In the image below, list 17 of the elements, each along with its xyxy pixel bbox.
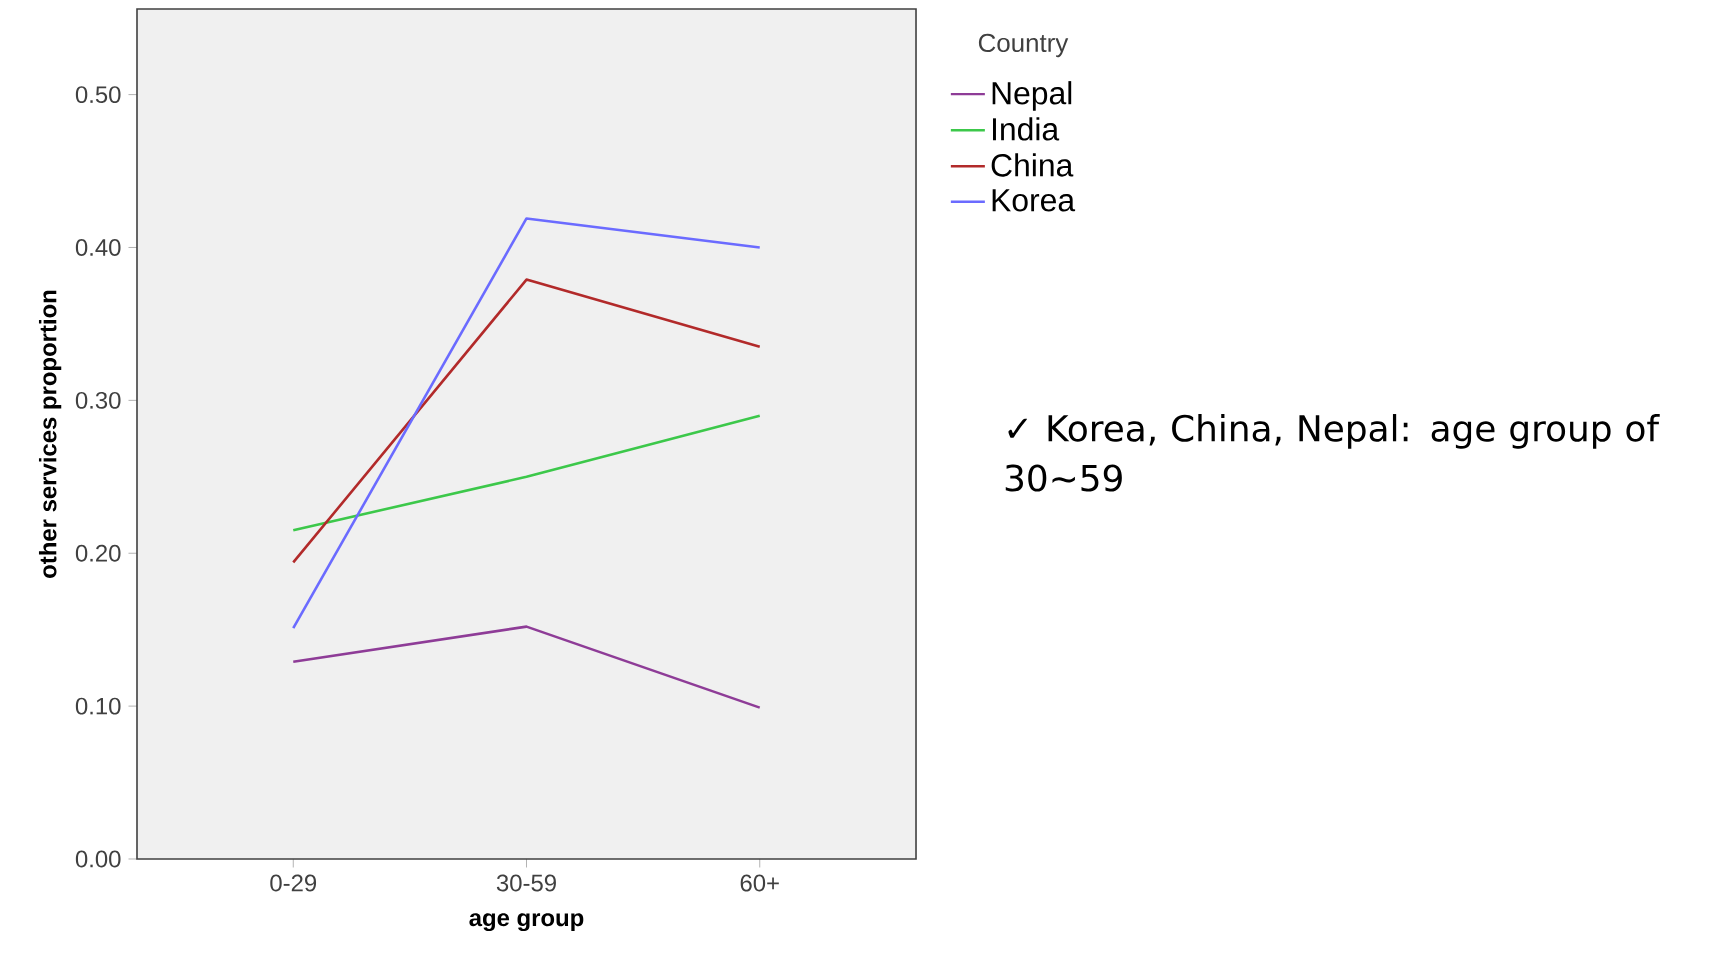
y-tick-label: 0.50	[75, 86, 121, 104]
x-axis-title: age group	[469, 913, 584, 932]
x-tick-label: 60+	[740, 874, 779, 892]
y-tick-label: 0.20	[75, 544, 121, 562]
legend-label: Korea	[992, 189, 1076, 212]
y-axis-title: other services proportion	[38, 290, 62, 578]
x-tick-label: 0-29	[270, 874, 317, 892]
legend-label: China	[991, 153, 1074, 177]
legend-label: India	[992, 117, 1060, 141]
y-tick-label: 0.40	[75, 239, 121, 256]
legend-label: Nepal	[992, 81, 1072, 111]
legend-title: Country	[978, 33, 1069, 58]
y-tick-label: 0.10	[75, 697, 121, 715]
x-tick-label: 30-59	[496, 874, 556, 892]
y-tick-label: 0.30	[75, 391, 121, 409]
text: ✓ Korea, China, Nepal: age group of 30~59	[1005, 414, 1660, 492]
y-tick-label: 0.00	[75, 850, 121, 868]
